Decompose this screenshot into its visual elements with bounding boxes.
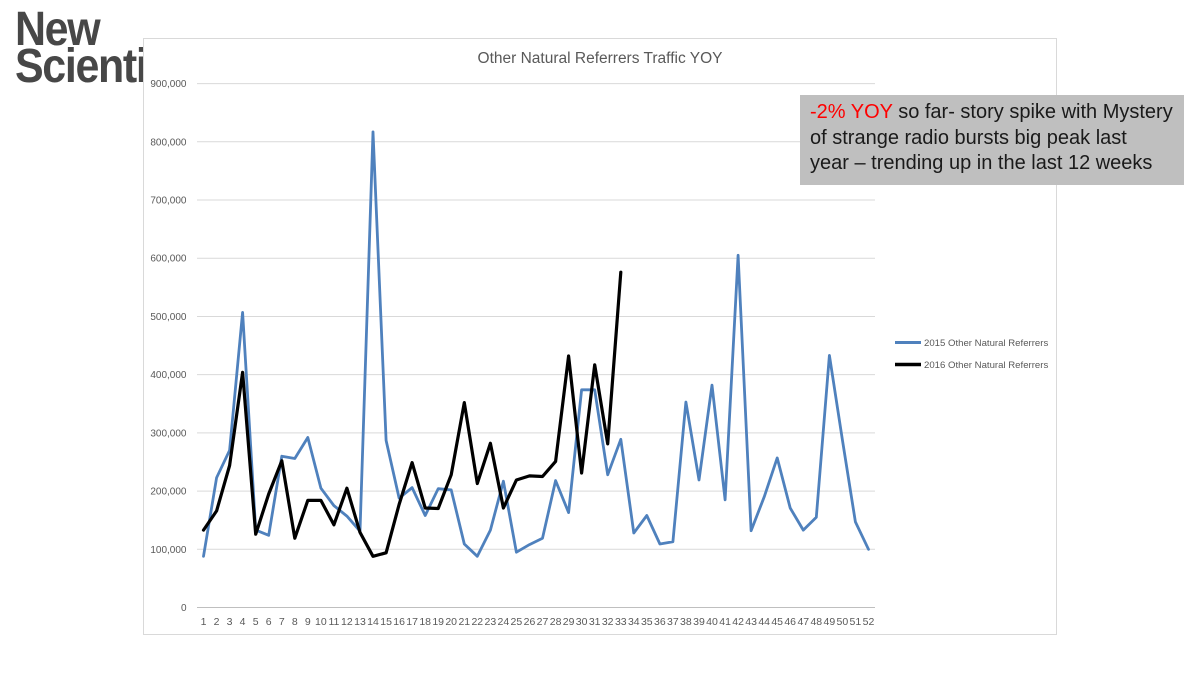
svg-text:32: 32: [602, 616, 614, 628]
svg-text:12: 12: [341, 616, 353, 628]
svg-text:40: 40: [706, 616, 718, 628]
svg-text:52: 52: [863, 616, 875, 628]
svg-text:2015 Other Natural Referrers: 2015 Other Natural Referrers: [924, 338, 1048, 349]
svg-text:34: 34: [628, 616, 640, 628]
svg-text:15: 15: [380, 616, 392, 628]
svg-text:16: 16: [393, 616, 405, 628]
svg-text:900,000: 900,000: [150, 79, 187, 90]
svg-text:26: 26: [524, 616, 536, 628]
svg-text:36: 36: [654, 616, 666, 628]
svg-text:21: 21: [458, 616, 470, 628]
svg-text:38: 38: [680, 616, 692, 628]
svg-text:700,000: 700,000: [150, 196, 187, 207]
svg-text:50: 50: [837, 616, 849, 628]
svg-text:3: 3: [227, 616, 233, 628]
svg-text:14: 14: [367, 616, 379, 628]
svg-text:400,000: 400,000: [150, 370, 187, 381]
svg-text:19: 19: [432, 616, 444, 628]
svg-text:2016 Other Natural Referrers: 2016 Other Natural Referrers: [924, 360, 1048, 371]
svg-text:4: 4: [240, 616, 246, 628]
svg-text:35: 35: [641, 616, 653, 628]
svg-text:49: 49: [824, 616, 836, 628]
svg-text:17: 17: [406, 616, 418, 628]
svg-text:5: 5: [253, 616, 259, 628]
svg-text:2: 2: [214, 616, 220, 628]
svg-text:31: 31: [589, 616, 601, 628]
svg-text:27: 27: [537, 616, 549, 628]
svg-text:47: 47: [797, 616, 809, 628]
svg-text:6: 6: [266, 616, 272, 628]
svg-text:300,000: 300,000: [150, 428, 187, 439]
svg-text:33: 33: [615, 616, 627, 628]
svg-text:23: 23: [485, 616, 497, 628]
svg-text:20: 20: [445, 616, 457, 628]
svg-text:Other Natural Referrers Traffi: Other Natural Referrers Traffic YOY: [478, 50, 723, 67]
svg-text:25: 25: [511, 616, 523, 628]
svg-text:44: 44: [758, 616, 770, 628]
svg-text:11: 11: [328, 616, 339, 628]
svg-text:7: 7: [279, 616, 285, 628]
svg-text:39: 39: [693, 616, 705, 628]
svg-text:43: 43: [745, 616, 757, 628]
svg-text:29: 29: [563, 616, 575, 628]
svg-text:0: 0: [181, 603, 187, 614]
svg-text:18: 18: [419, 616, 431, 628]
svg-text:28: 28: [550, 616, 562, 628]
svg-text:13: 13: [354, 616, 366, 628]
svg-text:200,000: 200,000: [150, 487, 187, 498]
svg-text:42: 42: [732, 616, 744, 628]
svg-text:45: 45: [771, 616, 783, 628]
svg-text:37: 37: [667, 616, 679, 628]
svg-text:51: 51: [850, 616, 862, 628]
svg-text:100,000: 100,000: [150, 545, 187, 556]
svg-text:46: 46: [784, 616, 796, 628]
svg-text:30: 30: [576, 616, 588, 628]
svg-text:8: 8: [292, 616, 298, 628]
svg-text:800,000: 800,000: [150, 137, 187, 148]
svg-text:41: 41: [719, 616, 731, 628]
svg-text:600,000: 600,000: [150, 254, 187, 265]
svg-text:9: 9: [305, 616, 311, 628]
svg-text:10: 10: [315, 616, 327, 628]
svg-text:500,000: 500,000: [150, 312, 187, 323]
svg-text:1: 1: [201, 616, 207, 628]
svg-text:48: 48: [810, 616, 822, 628]
svg-text:24: 24: [498, 616, 510, 628]
svg-text:22: 22: [471, 616, 483, 628]
